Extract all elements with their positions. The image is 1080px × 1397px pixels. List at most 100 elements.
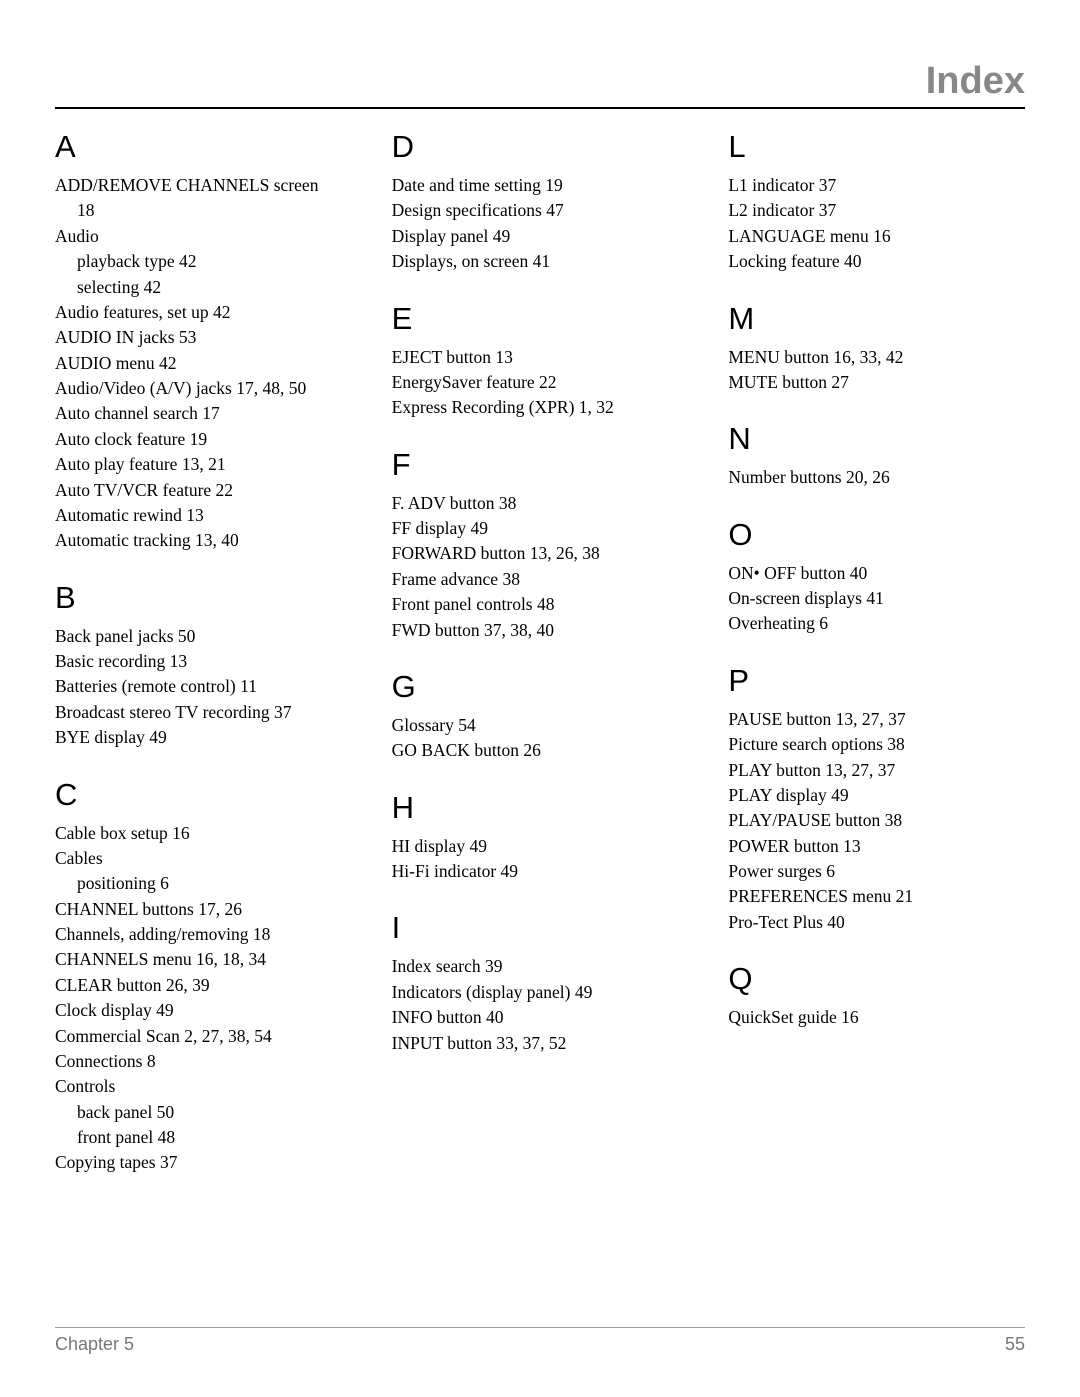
index-subentry: selecting 42: [55, 275, 352, 300]
footer-rule: [55, 1327, 1025, 1328]
index-entry: On-screen displays 41: [728, 586, 1025, 611]
index-entry: QuickSet guide 16: [728, 1005, 1025, 1030]
index-column-1: A ADD/REMOVE CHANNELS screen18Audioplayba…: [55, 129, 352, 1176]
index-entry: INPUT button 33, 37, 52: [392, 1031, 689, 1056]
index-letter: M: [728, 301, 1025, 337]
index-letter: G: [392, 669, 689, 705]
index-entry: Power surges 6: [728, 859, 1025, 884]
index-entry: Audio features, set up 42: [55, 300, 352, 325]
index-entry: CHANNELS menu 16, 18, 34: [55, 947, 352, 972]
title-rule: [55, 107, 1025, 109]
index-entry: Hi-Fi indicator 49: [392, 859, 689, 884]
index-entry: Picture search options 38: [728, 732, 1025, 757]
index-entry: Broadcast stereo TV recording 37: [55, 700, 352, 725]
index-entry: Back panel jacks 50: [55, 624, 352, 649]
index-entry: Audio/Video (A/V) jacks 17, 48, 50: [55, 376, 352, 401]
index-entry: CLEAR button 26, 39: [55, 973, 352, 998]
index-entry: LANGUAGE menu 16: [728, 224, 1025, 249]
index-entry: Clock display 49: [55, 998, 352, 1023]
index-entry: Cables: [55, 846, 352, 871]
index-entry: PAUSE button 13, 27, 37: [728, 707, 1025, 732]
index-entry: Overheating 6: [728, 611, 1025, 636]
index-entry: AUDIO IN jacks 53: [55, 325, 352, 350]
index-entry: ON• OFF button 40: [728, 561, 1025, 586]
index-entry: Pro-Tect Plus 40: [728, 910, 1025, 935]
index-entry: L1 indicator 37: [728, 173, 1025, 198]
index-letter: N: [728, 421, 1025, 457]
index-entry: INFO button 40: [392, 1005, 689, 1030]
index-entry: Copying tapes 37: [55, 1150, 352, 1175]
index-entry: Express Recording (XPR) 1, 32: [392, 395, 689, 420]
index-subentry: 18: [55, 198, 352, 223]
index-entry: FWD button 37, 38, 40: [392, 618, 689, 643]
index-entry: Display panel 49: [392, 224, 689, 249]
index-entry: HI display 49: [392, 834, 689, 859]
index-letter: D: [392, 129, 689, 165]
index-entry: Audio: [55, 224, 352, 249]
index-entry: Auto channel search 17: [55, 401, 352, 426]
index-letter: A: [55, 129, 352, 165]
index-entry: MUTE button 27: [728, 370, 1025, 395]
index-letter: F: [392, 447, 689, 483]
index-entry: L2 indicator 37: [728, 198, 1025, 223]
index-entry: Channels, adding/removing 18: [55, 922, 352, 947]
index-letter: E: [392, 301, 689, 337]
index-entry: ADD/REMOVE CHANNELS screen: [55, 173, 352, 198]
index-entry: Front panel controls 48: [392, 592, 689, 617]
footer-page-number: 55: [1005, 1334, 1025, 1355]
index-entry: FF display 49: [392, 516, 689, 541]
index-entry: Connections 8: [55, 1049, 352, 1074]
index-entry: Number buttons 20, 26: [728, 465, 1025, 490]
index-entry: F. ADV button 38: [392, 491, 689, 516]
index-column-2: D Date and time setting 19Design specific…: [392, 129, 689, 1176]
index-entry: Design specifications 47: [392, 198, 689, 223]
index-entry: Basic recording 13: [55, 649, 352, 674]
index-entry: Controls: [55, 1074, 352, 1099]
index-column-3: L L1 indicator 37L2 indicator 37LANGUAGE …: [728, 129, 1025, 1176]
index-entry: AUDIO menu 42: [55, 351, 352, 376]
index-letter: Q: [728, 961, 1025, 997]
index-entry: PLAY button 13, 27, 37: [728, 758, 1025, 783]
index-entry: Auto play feature 13, 21: [55, 452, 352, 477]
index-entry: PLAY/PAUSE button 38: [728, 808, 1025, 833]
index-entry: PLAY display 49: [728, 783, 1025, 808]
index-entry: Auto clock feature 19: [55, 427, 352, 452]
index-entry: Glossary 54: [392, 713, 689, 738]
index-entry: MENU button 16, 33, 42: [728, 345, 1025, 370]
index-entry: Indicators (display panel) 49: [392, 980, 689, 1005]
index-entry: Frame advance 38: [392, 567, 689, 592]
index-entry: Batteries (remote control) 11: [55, 674, 352, 699]
index-subentry: positioning 6: [55, 871, 352, 896]
index-entry: Cable box setup 16: [55, 821, 352, 846]
index-entry: Auto TV/VCR feature 22: [55, 478, 352, 503]
index-letter: L: [728, 129, 1025, 165]
index-entry: POWER button 13: [728, 834, 1025, 859]
index-entry: Date and time setting 19: [392, 173, 689, 198]
index-letter: B: [55, 580, 352, 616]
index-subentry: back panel 50: [55, 1100, 352, 1125]
index-entry: CHANNEL buttons 17, 26: [55, 897, 352, 922]
index-entry: Locking feature 40: [728, 249, 1025, 274]
index-entry: EnergySaver feature 22: [392, 370, 689, 395]
index-entry: PREFERENCES menu 21: [728, 884, 1025, 909]
index-entry: Index search 39: [392, 954, 689, 979]
index-entry: Automatic rewind 13: [55, 503, 352, 528]
index-letter: O: [728, 517, 1025, 553]
page-title: Index: [55, 60, 1025, 107]
index-entry: Commercial Scan 2, 27, 38, 54: [55, 1024, 352, 1049]
index-letter: I: [392, 910, 689, 946]
index-entry: BYE display 49: [55, 725, 352, 750]
index-subentry: playback type 42: [55, 249, 352, 274]
index-letter: C: [55, 777, 352, 813]
index-entry: Displays, on screen 41: [392, 249, 689, 274]
index-entry: FORWARD button 13, 26, 38: [392, 541, 689, 566]
footer-chapter: Chapter 5: [55, 1334, 134, 1355]
index-subentry: front panel 48: [55, 1125, 352, 1150]
index-entry: EJECT button 13: [392, 345, 689, 370]
index-columns: A ADD/REMOVE CHANNELS screen18Audioplayba…: [55, 129, 1025, 1176]
index-entry: GO BACK button 26: [392, 738, 689, 763]
page-footer: Chapter 5 55: [55, 1327, 1025, 1355]
index-letter: H: [392, 790, 689, 826]
index-entry: Automatic tracking 13, 40: [55, 528, 352, 553]
index-letter: P: [728, 663, 1025, 699]
